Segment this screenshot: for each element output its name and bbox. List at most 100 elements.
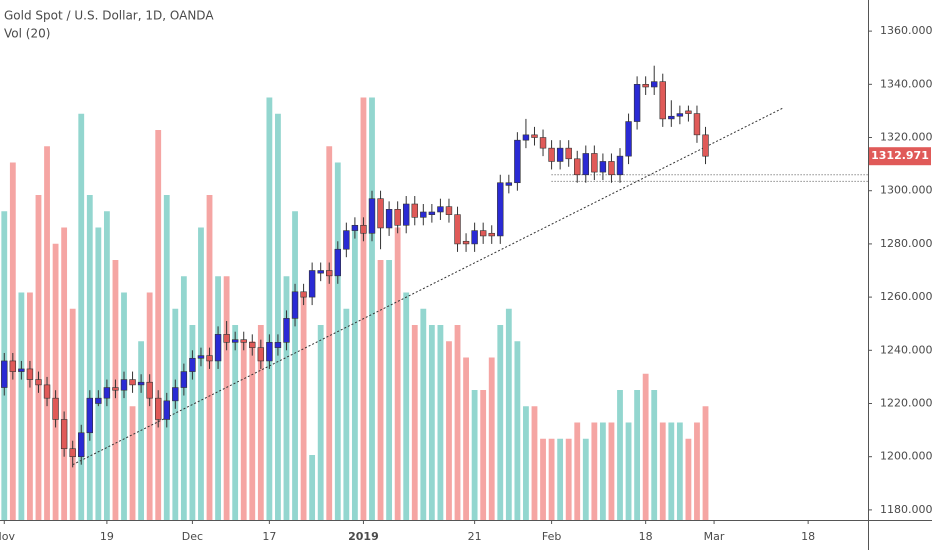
- candle-body: [428, 211, 436, 215]
- candle-body: [565, 147, 572, 160]
- volume-bar: [360, 97, 367, 520]
- candle-body: [326, 270, 333, 277]
- volume-bar: [599, 422, 606, 520]
- candle-body: [9, 360, 17, 372]
- candle-body: [462, 240, 470, 245]
- volume-bar: [463, 357, 469, 520]
- annotation-layer: [72, 107, 868, 466]
- candle-body: [591, 153, 598, 173]
- candle-body: [180, 371, 188, 388]
- volume-bar: [266, 97, 273, 520]
- candle-body: [377, 198, 384, 229]
- candle-body: [274, 342, 282, 348]
- candle-body: [488, 232, 495, 237]
- volume-bar: [317, 325, 324, 520]
- candle-body: [69, 448, 76, 457]
- candle-body: [197, 355, 205, 359]
- volume-bar: [121, 292, 127, 520]
- volume-bar: [300, 292, 307, 520]
- y-tick-label: 1220.000: [880, 396, 932, 409]
- candle-body: [531, 134, 538, 138]
- volume-bar: [343, 308, 350, 520]
- volume-bar: [377, 260, 384, 520]
- x-tick-label: Nov: [0, 530, 15, 543]
- volume-bar: [198, 227, 204, 520]
- candle-body: [599, 161, 607, 173]
- candle-body: [625, 121, 632, 157]
- candle-body: [437, 206, 444, 213]
- volume-bar: [129, 406, 136, 520]
- x-tick-label: Mar: [704, 530, 725, 543]
- x-tick-label: 2019: [348, 530, 379, 543]
- volume-bar: [574, 422, 581, 520]
- volume-bar: [69, 308, 76, 520]
- volume-bar: [27, 292, 33, 520]
- volume-bar: [497, 325, 504, 520]
- volume-bar: [189, 325, 196, 520]
- volume-bar: [540, 438, 546, 520]
- candle-layer: [1, 65, 709, 468]
- volume-bar: [634, 390, 641, 520]
- candle-body: [257, 347, 265, 362]
- candle-body: [608, 161, 615, 176]
- candle-body: [95, 397, 102, 404]
- volume-bar: [702, 406, 709, 520]
- volume-bar: [155, 130, 162, 520]
- x-tick-label: 17: [262, 530, 276, 543]
- volume-bar: [86, 195, 93, 520]
- candle-body: [360, 224, 367, 234]
- volume-bar: [9, 162, 16, 520]
- candle-body: [420, 211, 427, 218]
- volume-bar: [232, 325, 239, 520]
- candle-body: [411, 203, 418, 218]
- trend-line: [72, 107, 783, 466]
- candle-body: [291, 291, 299, 319]
- candle-body: [343, 230, 350, 250]
- candle-body: [633, 84, 641, 122]
- candle-body: [685, 110, 692, 114]
- last-price-label: 1312.971: [871, 149, 929, 162]
- candle-body: [497, 182, 504, 237]
- volume-bar: [557, 438, 564, 520]
- volume-bar: [146, 292, 153, 520]
- volume-bar: [582, 438, 589, 520]
- y-tick-label: 1320.000: [880, 131, 932, 144]
- x-tick-label: 18: [639, 530, 653, 543]
- x-tick-label: Dec: [182, 530, 203, 543]
- candle-body: [283, 318, 290, 343]
- volume-bar: [428, 325, 435, 520]
- volume-bar: [565, 438, 572, 520]
- volume-bar: [676, 422, 683, 520]
- volume-bar: [44, 146, 50, 520]
- y-tick-label: 1180.000: [880, 503, 932, 516]
- candle-body: [146, 381, 153, 399]
- volume-bar: [257, 325, 264, 520]
- volume-bar: [386, 260, 393, 520]
- candle-body: [129, 379, 136, 386]
- candle-body: [394, 209, 401, 226]
- candle-body: [505, 182, 513, 186]
- candle-body: [385, 209, 393, 229]
- candle-body: [120, 379, 128, 391]
- candle-body: [52, 397, 59, 420]
- candle-body: [231, 339, 239, 343]
- volume-bar: [403, 292, 410, 520]
- volume-bar: [18, 292, 25, 520]
- volume-bar: [394, 227, 401, 520]
- candle-body: [249, 342, 256, 348]
- candle-body: [522, 134, 530, 141]
- volume-bar: [172, 308, 179, 520]
- candle-body: [582, 153, 590, 176]
- volume-bar: [608, 422, 615, 520]
- candle-body: [642, 84, 649, 88]
- candle-body: [163, 400, 170, 420]
- candle-body: [317, 270, 324, 274]
- volume-bar: [480, 390, 487, 520]
- candle-body: [659, 81, 666, 120]
- candle-body: [206, 355, 213, 362]
- candle-body: [616, 155, 624, 176]
- volume-label: Vol (20): [4, 27, 50, 41]
- volume-bar: [625, 422, 632, 520]
- y-tick-label: 1300.000: [880, 184, 932, 197]
- candle-body: [308, 270, 316, 298]
